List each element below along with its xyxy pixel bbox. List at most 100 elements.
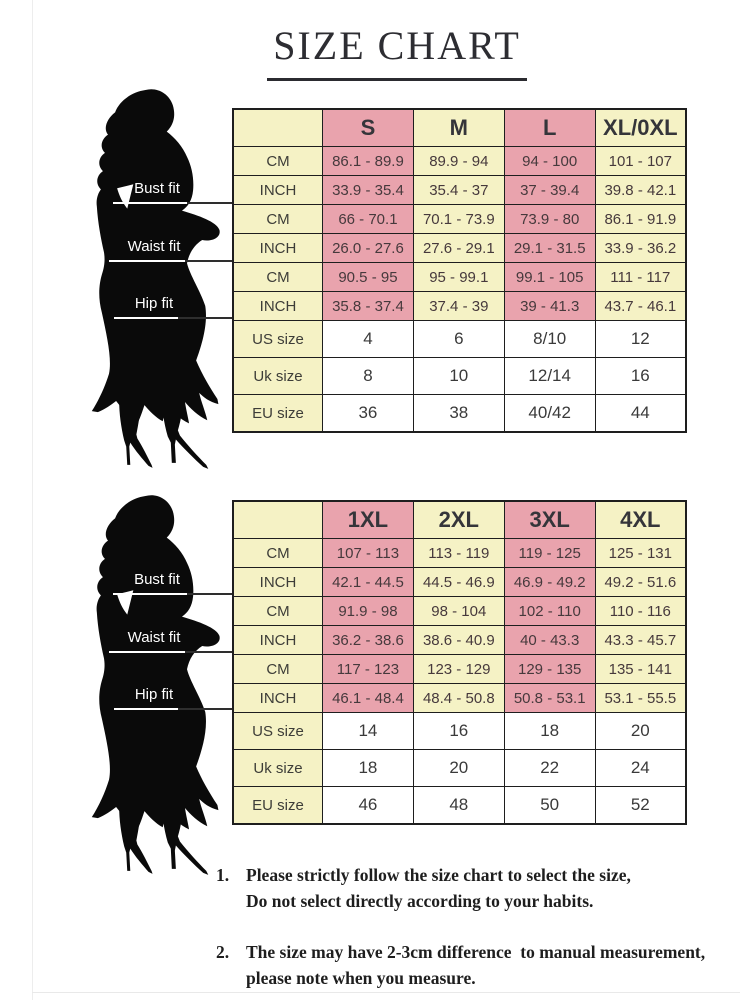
size-value-cell: 18 [503,712,596,750]
size-value-cell: 12/14 [503,357,596,395]
row-label-inch: INCH [232,175,323,205]
size-column-header: L [503,108,596,147]
row-label-cm: CM [232,538,323,568]
silhouette-right-leg [161,801,209,875]
size-value-cell: 40/42 [503,394,596,433]
row-label-us-size: US size [232,712,323,750]
row-label-cm: CM [232,596,323,626]
silhouette-body [91,495,220,830]
table-corner-cell [232,500,323,539]
bust-fit-connector-line [187,593,232,595]
size-value-cell: 35.4 - 37 [412,175,505,205]
size-value-cell: 39.8 - 42.1 [594,175,687,205]
note-number: 2. [216,941,230,962]
size-column-header: 1XL [322,500,414,539]
row-label-us-size: US size [232,320,323,358]
size-value-cell: 4 [322,320,414,358]
size-value-cell: 91.9 - 98 [322,596,414,626]
size-column-header: 4XL [594,500,687,539]
size-value-cell: 94 - 100 [503,146,596,176]
waist-fit-connector-line [185,651,232,653]
size-value-cell: 95 - 99.1 [412,262,505,292]
size-value-cell: 119 - 125 [503,538,596,568]
size-table-plus: 1XL 2XL 3XL 4XL CM 107 - 113 113 - 119 119 - 12… [232,500,688,825]
size-value-cell: 101 - 107 [594,146,687,176]
size-value-cell: 46 [322,786,414,825]
row-label-inch: INCH [232,683,323,713]
size-value-cell: 66 - 70.1 [322,204,414,234]
size-value-cell: 135 - 141 [594,654,687,684]
hip-fit-label: Hip fit [134,295,174,312]
note-line: Please strictly follow the size chart to… [246,865,631,885]
size-value-cell: 102 - 110 [503,596,596,626]
size-value-cell: 107 - 113 [322,538,414,568]
size-value-cell: 38 [412,394,505,433]
size-value-cell: 43.3 - 45.7 [594,625,687,655]
hip-fit-connector-line [178,317,232,319]
row-label-uk-size: Uk size [232,749,323,787]
size-value-cell: 110 - 116 [594,596,687,626]
waist-fit-label: Waist fit [127,238,181,255]
note-text: Please strictly follow the size chart to… [246,862,631,915]
note-item: 1. Please strictly follow the size chart… [216,862,741,915]
row-label-cm: CM [232,146,323,176]
note-number: 1. [216,865,230,885]
size-value-cell: 16 [412,712,505,750]
size-value-cell: 49.2 - 51.6 [594,567,687,597]
size-value-cell: 50 [503,786,596,825]
size-table-regular: S M L XL/0XL CM 86.1 - 89.9 89.9 - 94 94 - 100 1… [232,108,688,433]
size-value-cell: 48 [412,786,505,825]
note-line: The size may have 2-3cm difference to ma… [246,941,706,962]
size-column-header: XL/0XL [594,108,687,147]
row-label-cm: CM [232,654,323,684]
bust-fit-underline [113,593,187,595]
row-label-inch: INCH [232,233,323,263]
silhouette-body [91,89,220,424]
size-value-cell: 89.9 - 94 [412,146,505,176]
note-text: The size may have 2-3cm difference to ma… [246,939,705,992]
row-label-cm: CM [232,262,323,292]
note-item: 2. The size may have 2-3cm difference to… [216,939,741,992]
size-value-cell: 43.7 - 46.1 [594,291,687,321]
bust-fit-underline [113,202,187,204]
size-value-cell: 125 - 131 [594,538,687,568]
size-value-cell: 8/10 [503,320,596,358]
size-value-cell: 37.4 - 39 [412,291,505,321]
size-value-cell: 8 [322,357,414,395]
size-value-cell: 129 - 135 [503,654,596,684]
note-line: Do not select directly according to your… [246,891,594,912]
size-value-cell: 16 [594,357,687,395]
size-value-cell: 117 - 123 [322,654,414,684]
size-value-cell: 46.9 - 49.2 [503,567,596,597]
size-value-cell: 36.2 - 38.6 [322,625,414,655]
hip-fit-underline [114,708,178,710]
size-value-cell: 39 - 41.3 [503,291,596,321]
size-value-cell: 123 - 129 [412,654,505,684]
bust-fit-connector-line [187,202,232,204]
hip-fit-connector-line [178,708,232,710]
page-title-wrap: SIZE CHART [44,22,750,81]
table-corner-cell [232,108,323,147]
size-value-cell: 44 [594,394,687,433]
size-value-cell: 33.9 - 35.4 [322,175,414,205]
size-value-cell: 20 [594,712,687,750]
size-value-cell: 42.1 - 44.5 [322,567,414,597]
page-edge-line [32,992,740,993]
size-value-cell: 36 [322,394,414,433]
silhouette-left-leg [119,400,153,468]
page-title: SIZE CHART [267,22,527,81]
size-column-header: 2XL [412,500,505,539]
size-value-cell: 113 - 119 [412,538,505,568]
waist-fit-label: Waist fit [127,629,181,646]
row-label-inch: INCH [232,625,323,655]
size-column-header: S [322,108,414,147]
size-value-cell: 86.1 - 89.9 [322,146,414,176]
waist-fit-underline [109,651,185,653]
note-line: please note when you measure. [246,967,476,988]
size-value-cell: 70.1 - 73.9 [412,204,505,234]
size-value-cell: 44.5 - 46.9 [412,567,505,597]
size-value-cell: 33.9 - 36.2 [594,233,687,263]
size-value-cell: 40 - 43.3 [503,625,596,655]
notes-list: 1. Please strictly follow the size chart… [216,862,741,1000]
waist-fit-underline [109,260,185,262]
